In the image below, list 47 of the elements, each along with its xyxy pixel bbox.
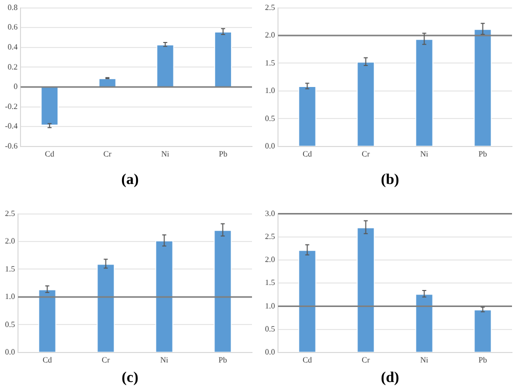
x-tick-label: Ni [160, 355, 170, 364]
x-tick-label: Cr [102, 355, 110, 364]
y-tick-label: -0.4 [4, 122, 18, 131]
x-tick-label: Pb [218, 355, 227, 364]
y-tick-label: 0.0 [265, 347, 275, 356]
x-tick-label: Cr [362, 149, 370, 158]
y-tick-label: 1.0 [5, 292, 15, 302]
x-axis-title: (b) [380, 172, 400, 189]
y-tick-label: 0.4 [8, 42, 18, 52]
y-tick-label: 2.5 [265, 2, 275, 12]
x-axis-title: (d) [380, 370, 400, 387]
y-tick-label: 1.0 [265, 86, 275, 96]
y-tick-label: -0.6 [4, 141, 18, 150]
y-tick-label: 2.5 [5, 208, 15, 218]
x-tick-label: Ni [420, 355, 430, 364]
x-axis-title: (c) [120, 370, 140, 387]
y-tick-label: 0.8 [8, 2, 18, 12]
x-tick-label: Cd [302, 355, 312, 364]
x-tick-label: Cr [103, 149, 112, 158]
x-axis-title: (a) [120, 172, 140, 189]
x-tick-label: Pb [218, 149, 228, 158]
x-tick-label: Pb [478, 355, 487, 364]
x-tick-label: Ni [420, 149, 430, 158]
x-tick-label: Cr [362, 355, 370, 364]
y-tick-label: 0.0 [265, 141, 275, 150]
y-tick-label: 2.0 [265, 255, 275, 264]
y-tick-label: 0.0 [5, 347, 15, 356]
y-tick-label: 0.2 [8, 62, 18, 72]
y-tick-label: 0 [14, 82, 18, 92]
y-tick-label: -0.2 [4, 102, 18, 111]
y-tick-label: 1.5 [265, 278, 275, 288]
x-tick-label: Cd [302, 149, 312, 158]
y-tick-label: 1.0 [265, 301, 275, 310]
y-tick-label: 0.5 [5, 320, 15, 329]
x-tick-label: Pb [478, 149, 487, 158]
x-tick-label: Cd [44, 149, 54, 158]
y-tick-label: 0.6 [8, 22, 18, 32]
y-tick-label: 0.5 [265, 114, 275, 123]
y-tick-label: 1.5 [5, 264, 15, 274]
y-tick-label: 0.5 [265, 324, 275, 334]
y-tick-label: 2.0 [5, 236, 15, 246]
x-tick-label: Cd [42, 355, 52, 364]
y-tick-label: 2.5 [265, 232, 275, 241]
y-tick-label: 2.0 [265, 30, 275, 40]
y-tick-label: 1.5 [265, 58, 275, 68]
x-tick-label: Ni [161, 149, 170, 158]
y-tick-label: 3.0 [265, 208, 275, 218]
